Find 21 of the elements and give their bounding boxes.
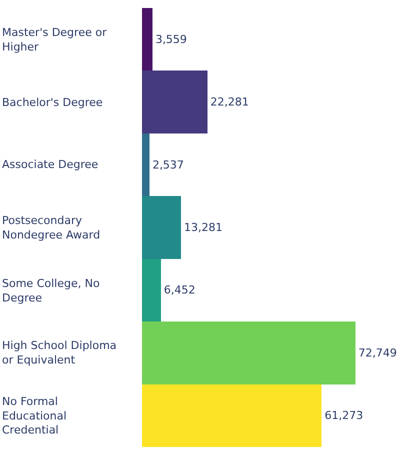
data-label: 61,273 [324,409,364,422]
y-tick-label: Postsecondary Nondegree Award [2,214,100,242]
data-label: 2,537 [152,158,184,172]
data-label: 6,452 [164,284,196,297]
y-tick-label: Bachelor's Degree [2,96,103,109]
bar [142,8,152,71]
bar [142,133,150,196]
bar [142,196,181,259]
bar [142,258,161,322]
data-label: 72,749 [358,346,397,360]
bar [142,70,208,134]
y-tick-label: High School Diploma or Equivalent [2,339,117,366]
data-label: 13,281 [184,221,222,234]
bar [142,384,322,447]
y-tick-label: Associate Degree [2,158,98,171]
y-tick-label: No Formal Educational Credential [2,395,67,437]
y-tick-label: Some College, No Degree [2,277,100,304]
data-label: 22,281 [210,96,249,109]
data-label: 3,559 [155,32,187,46]
y-tick-label: Master's Degree or Higher [2,26,108,54]
bar [142,322,356,384]
